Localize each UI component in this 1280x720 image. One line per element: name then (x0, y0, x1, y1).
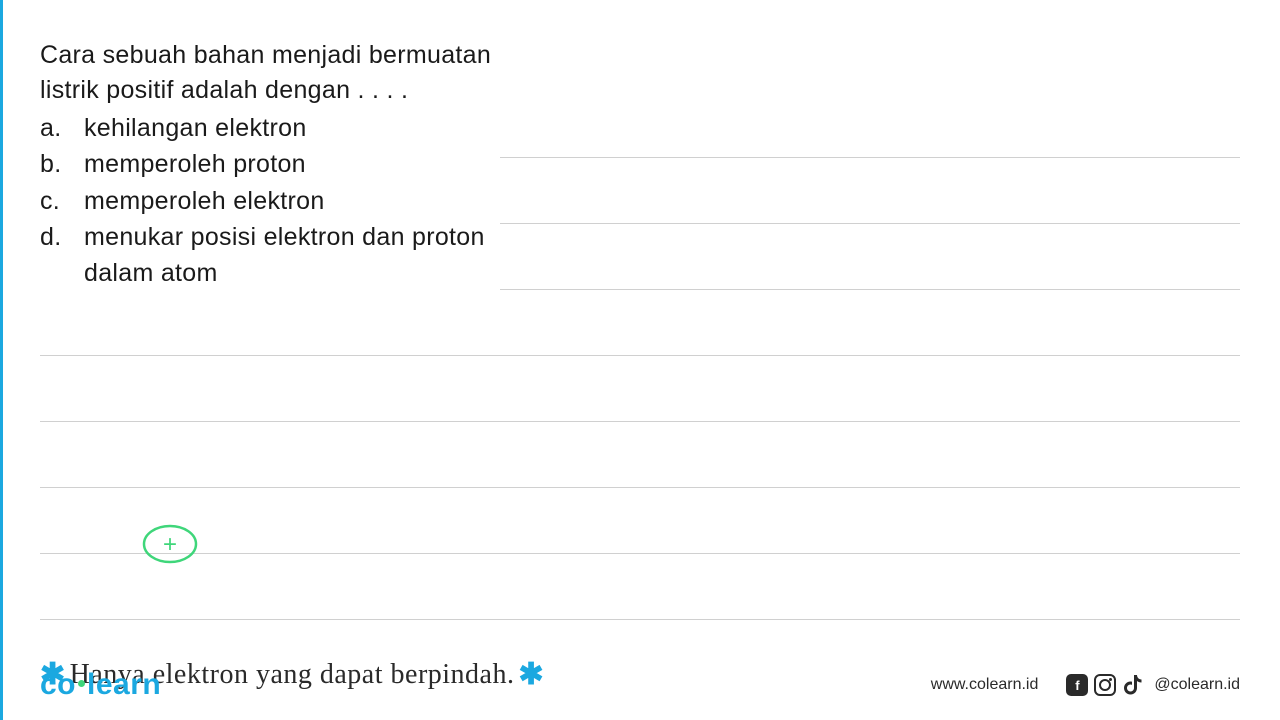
plus-circle-doodle: + (140, 522, 200, 566)
option-letter: c. (40, 183, 84, 219)
logo-text-2: learn (87, 668, 161, 701)
plus-symbol: + (163, 531, 177, 558)
option-text: kehilangan elektron (84, 110, 500, 146)
option-text: memperoleh proton (84, 146, 500, 182)
option-d: d.menukar posisi elektron dan proton dal… (40, 219, 500, 292)
social-links: f @colearn.id (1066, 674, 1240, 696)
logo: colearn (40, 668, 161, 702)
option-c: c.memperoleh elektron (40, 183, 500, 219)
question-block: Cara sebuah bahan menjadi bermuatan list… (40, 38, 500, 301)
option-text: memperoleh elektron (84, 183, 500, 219)
option-letter: d. (40, 219, 84, 292)
footer: colearn www.colearn.id f @colearn.id (0, 668, 1280, 702)
question-line-1: Cara sebuah bahan menjadi bermuatan (40, 38, 500, 73)
logo-text-1: co (40, 668, 76, 701)
logo-dot-icon (78, 680, 85, 687)
plus-circle-icon: + (140, 522, 200, 566)
instagram-icon (1094, 674, 1116, 696)
ruled-line (40, 355, 1240, 356)
ruled-line (40, 421, 1240, 422)
content-area: Cara sebuah bahan menjadi bermuatan list… (0, 0, 1280, 301)
ruled-line (40, 619, 1240, 620)
ruled-line (40, 553, 1240, 554)
facebook-icon: f (1066, 674, 1088, 696)
social-handle: @colearn.id (1154, 676, 1240, 694)
option-b: b.memperoleh proton (40, 146, 500, 182)
option-letter: b. (40, 146, 84, 182)
ruled-line (40, 487, 1240, 488)
options-list: a.kehilangan elektronb.memperoleh proton… (40, 110, 500, 291)
option-text: menukar posisi elektron dan proton dalam… (84, 219, 500, 292)
website-url: www.colearn.id (931, 676, 1039, 694)
option-letter: a. (40, 110, 84, 146)
tiktok-icon (1122, 674, 1144, 696)
question-text: Cara sebuah bahan menjadi bermuatan list… (40, 38, 500, 108)
question-line-2: listrik positif adalah dengan . . . . (40, 73, 500, 108)
option-a: a.kehilangan elektron (40, 110, 500, 146)
footer-right: www.colearn.id f @colearn.id (931, 674, 1240, 696)
